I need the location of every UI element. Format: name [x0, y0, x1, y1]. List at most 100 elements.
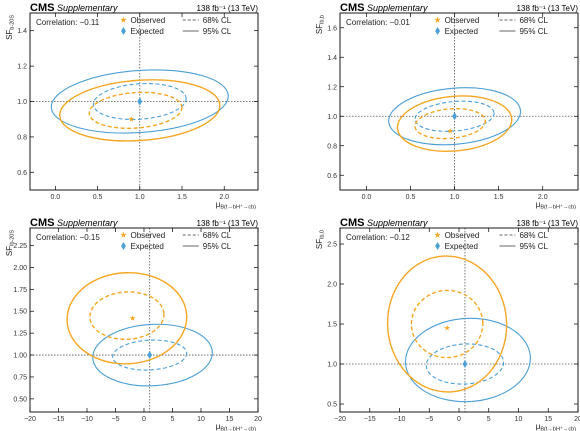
y-tick-label: 0.50	[13, 396, 27, 403]
legend-68-label: 68% CL	[519, 16, 548, 25]
legend-95-label: 95% CL	[203, 27, 232, 36]
y-axis-label: SFlb-20S	[5, 230, 16, 256]
luminosity-label: 138 fb⁻¹ (13 TeV)	[517, 4, 579, 13]
x-tick-label: 0.0	[362, 194, 372, 201]
observed-contour-68	[410, 289, 484, 359]
y-tick-label: 1.6	[327, 25, 337, 32]
y-tick-label: 1.4	[17, 28, 27, 35]
observed-marker	[129, 315, 136, 321]
legend-observed-label: Observed	[130, 16, 165, 25]
y-tick-label: 1.0	[327, 114, 337, 121]
y-tick-label: 2.25	[13, 243, 27, 250]
y-axis-label: SFb-20S	[5, 15, 16, 40]
legend-expected-marker	[435, 27, 440, 35]
cms-label: CMS	[30, 2, 54, 14]
expected-marker	[452, 112, 457, 121]
expected-contour-95	[388, 87, 522, 146]
observed-contour-95	[59, 79, 221, 142]
x-tick-label: −20	[334, 416, 346, 423]
y-axis-label: SFlb,0	[315, 230, 326, 249]
expected-marker	[147, 351, 153, 360]
observed-contour-95	[396, 95, 513, 152]
x-tick-label: −10	[81, 416, 93, 423]
luminosity-label: 138 fb⁻¹ (13 TeV)	[197, 219, 259, 228]
legend-expected-marker	[121, 27, 126, 35]
legend-observed-marker	[434, 16, 441, 23]
y-tick-label: 2.00	[13, 265, 27, 272]
supplementary-label: Supplementary	[367, 218, 428, 228]
legend-observed-marker	[120, 16, 127, 23]
observed-marker	[444, 325, 450, 331]
x-axis-label: μB(t→bH⁺→cb)	[536, 422, 576, 431]
y-tick-label: 1.00	[13, 353, 27, 360]
observed-marker	[447, 128, 454, 134]
observed-contour-68	[88, 91, 183, 130]
correlation-label: Correlation: −0.12	[346, 233, 410, 242]
expected-contour-68	[425, 343, 505, 385]
cms-label: CMS	[30, 217, 54, 229]
x-tick-label: −10	[394, 416, 406, 423]
x-tick-label: 1.0	[450, 194, 460, 201]
y-tick-label: 0.6	[327, 173, 337, 180]
panel-4: −20 −15 −10 −5 0 5 10 15 20 0.5 1.0 1.5 2.0 2.5 μB(t→b…	[315, 217, 580, 431]
legend-95-label: 95% CL	[203, 242, 232, 251]
y-tick-label: 1.50	[13, 309, 27, 316]
legend-68-label: 68% CL	[519, 231, 548, 240]
x-tick-label: 20	[574, 416, 580, 423]
x-tick-label: −20	[24, 416, 36, 423]
expected-contour-95	[404, 317, 531, 403]
x-axis-label: μB(t→bH⁺→cb)	[216, 200, 256, 211]
plot-area	[30, 228, 258, 412]
cms-label: CMS	[340, 2, 364, 14]
plot-area	[340, 13, 578, 190]
y-axis-label: SFlb,b	[315, 15, 326, 34]
panel-1: 0.0 0.5 1.0 1.5 2.0 0.6 0.8 1.0 1.2 1.4 μB(t→bH⁺→c…	[5, 2, 259, 211]
observed-contour-68	[89, 291, 165, 341]
cms-label: CMS	[340, 217, 364, 229]
luminosity-label: 138 fb⁻¹ (13 TeV)	[517, 219, 579, 228]
y-tick-label: 2.0	[327, 282, 337, 289]
y-tick-label: 0.8	[17, 134, 27, 141]
legend-95-label: 95% CL	[519, 242, 548, 251]
panel-3: −20 −15 −10 −5 0 5 10 15 20 0.50 0.75 1.00 1.25 1.50 1…	[5, 217, 262, 431]
legend-68-label: 68% CL	[203, 16, 232, 25]
expected-marker	[137, 97, 143, 106]
x-tick-label: 0	[142, 416, 146, 423]
y-tick-label: 1.0	[327, 362, 337, 369]
y-tick-label: 1.5	[327, 322, 337, 329]
supplementary-label: Supplementary	[57, 3, 118, 13]
supplementary-label: Supplementary	[57, 218, 118, 228]
legend-expected-label: Expected	[130, 27, 163, 36]
legend-expected-marker	[435, 242, 440, 250]
expected-contour-68	[92, 82, 187, 121]
x-tick-label: 0.5	[93, 194, 103, 201]
observed-marker	[128, 116, 135, 122]
x-tick-label: 1.5	[177, 194, 187, 201]
x-tick-label: 2.0	[219, 194, 229, 201]
x-tick-label: 5	[171, 416, 175, 423]
legend-95-label: 95% CL	[519, 27, 548, 36]
y-tick-label: 1.75	[13, 287, 27, 294]
legend-observed-label: Observed	[445, 16, 480, 25]
y-tick-label: 0.75	[13, 374, 27, 381]
x-tick-label: 5	[487, 416, 491, 423]
x-tick-label: 10	[197, 416, 205, 423]
legend-expected-label: Expected	[130, 242, 163, 251]
correlation-label: Correlation: −0.01	[346, 18, 410, 27]
y-tick-label: 0.6	[17, 170, 27, 177]
legend-observed-label: Observed	[445, 231, 480, 240]
x-tick-label: 15	[226, 416, 234, 423]
x-axis-label: μB(t→bH⁺→cb)	[216, 422, 256, 431]
legend-observed-marker	[120, 231, 127, 238]
y-tick-label: 1.4	[327, 55, 337, 62]
legend-observed-label: Observed	[130, 231, 165, 240]
plot-frame	[29, 227, 259, 413]
x-tick-label: −15	[364, 416, 376, 423]
x-tick-label: 0.5	[406, 194, 416, 201]
panel-2: 0.0 0.5 1.0 1.5 2.0 0.6 0.8 1.0 1.2 1.4 1.6 μB(t→bH…	[315, 2, 579, 211]
observed-contour-68	[414, 107, 487, 140]
plot-area	[340, 228, 578, 412]
y-tick-label: 1.25	[13, 331, 27, 338]
x-tick-label: 10	[515, 416, 523, 423]
